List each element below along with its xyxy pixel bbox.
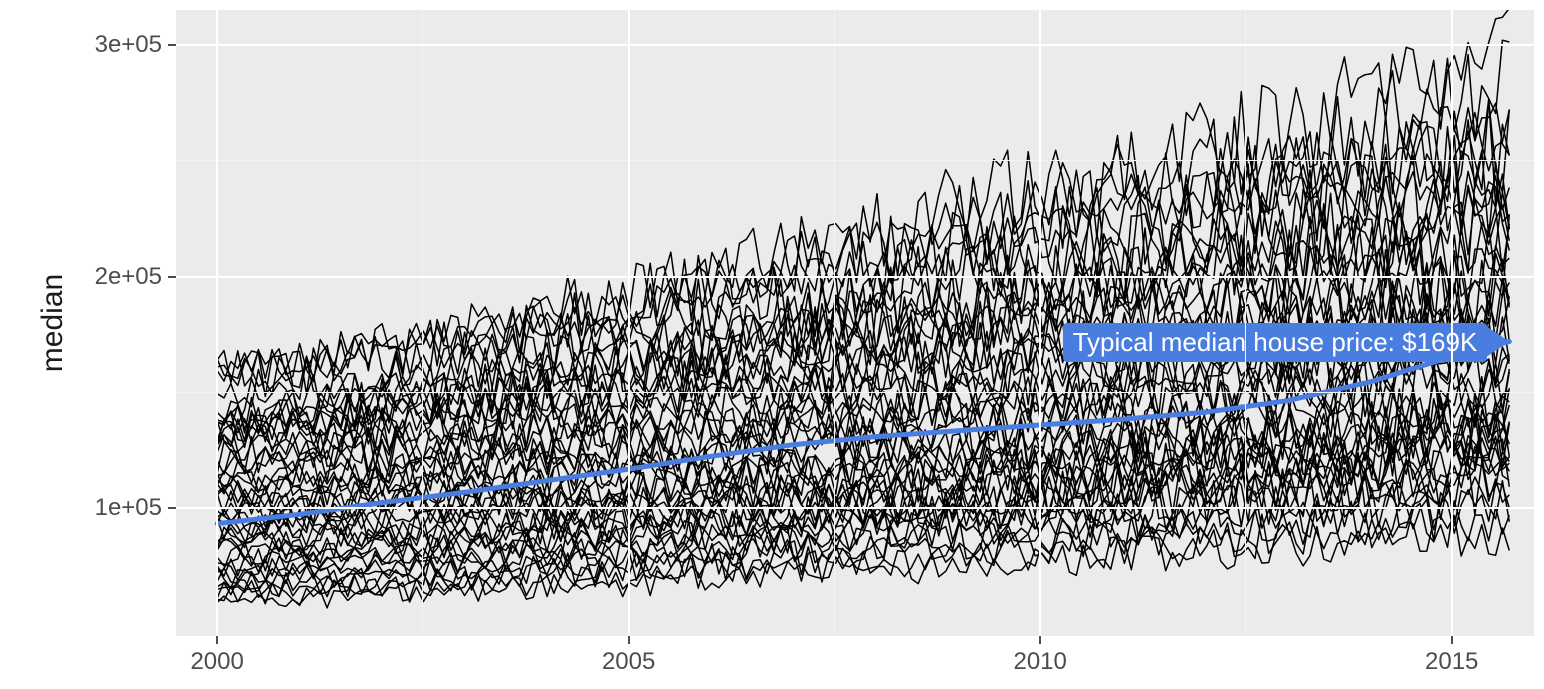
x-tick-label: 2010 (1013, 648, 1066, 676)
tick-mark-x (216, 636, 218, 644)
annotation-label: Typical median house price: $169K (1063, 323, 1488, 362)
grid-minor-h (176, 160, 1534, 161)
grid-minor-v (834, 10, 835, 636)
grid-major-v (628, 10, 630, 636)
tick-mark-y (168, 44, 176, 46)
chart-container: median Typical median house price: $169K… (0, 0, 1544, 689)
y-tick-label: 1e+05 (95, 494, 162, 522)
tick-mark-y (168, 276, 176, 278)
grid-major-v (1451, 10, 1453, 636)
grid-minor-v (1245, 10, 1246, 636)
tick-mark-y (168, 507, 176, 509)
grid-major-h (176, 44, 1534, 46)
grid-minor-v (422, 10, 423, 636)
grid-major-h (176, 276, 1534, 278)
x-tick-label: 2005 (602, 648, 655, 676)
tick-mark-x (1039, 636, 1041, 644)
grid-major-v (1039, 10, 1041, 636)
x-tick-label: 2000 (190, 648, 243, 676)
grid-minor-h (176, 392, 1534, 393)
grid-major-v (216, 10, 218, 636)
y-tick-label: 2e+05 (95, 263, 162, 291)
tick-mark-x (1451, 636, 1453, 644)
tick-mark-x (628, 636, 630, 644)
grid-major-h (176, 507, 1534, 509)
x-tick-label: 2015 (1425, 648, 1478, 676)
y-tick-label: 3e+05 (95, 31, 162, 59)
